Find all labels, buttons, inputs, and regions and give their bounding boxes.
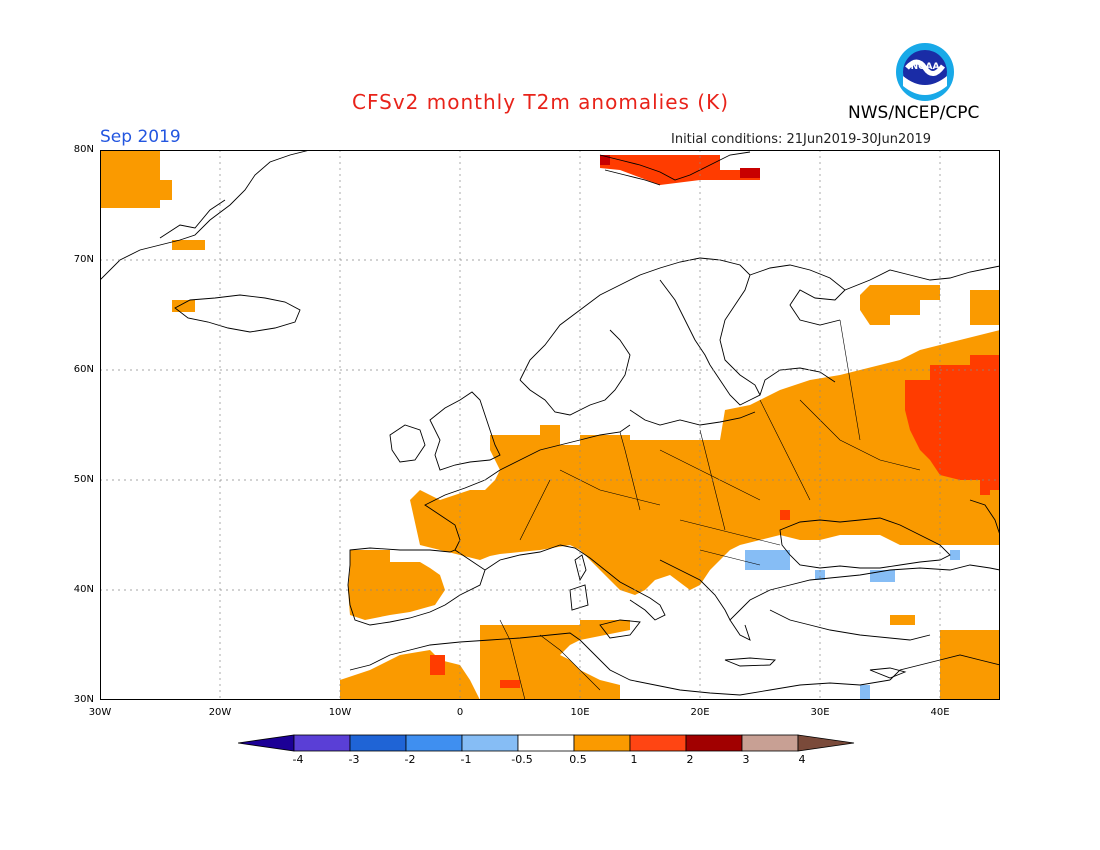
colorbar-label: 2: [686, 753, 694, 766]
anomaly-map: [100, 150, 1000, 700]
anomaly-region: [815, 570, 825, 580]
colorbar-segment: [405, 734, 463, 752]
lat-label: 40N: [73, 584, 94, 595]
noaa-logo: NOAA: [896, 43, 954, 101]
colorbar-label: 1: [630, 753, 638, 766]
anomaly-region: [500, 680, 520, 688]
anomaly-region: [870, 570, 895, 582]
lon-label: 10E: [570, 707, 590, 718]
lat-label: 30N: [73, 694, 94, 705]
anomaly-region: [600, 155, 610, 165]
org-label: NWS/NCEP/CPC: [848, 103, 980, 123]
anomaly-region: [860, 685, 870, 700]
init-conditions: Initial conditions: 21Jun2019-30Jun2019: [671, 132, 932, 147]
lon-label: 10W: [328, 707, 352, 718]
colorbar-segment: [293, 734, 351, 752]
colorbar-segment: [461, 734, 519, 752]
coastlines: [100, 150, 1000, 700]
colorbar-label: -1: [460, 753, 472, 766]
colorbar-segment: [349, 734, 407, 752]
anomaly-region: [940, 630, 1000, 700]
anomaly-region: [172, 240, 205, 250]
colorbar-label: -3: [348, 753, 360, 766]
anomaly-region: [860, 285, 940, 325]
colorbar-label: -2: [404, 753, 416, 766]
anomaly-region: [100, 150, 172, 220]
colorbar-label: 0.5: [569, 753, 587, 766]
map-title: CFSv2 monthly T2m anomalies (K): [352, 90, 729, 114]
anomaly-region: [600, 155, 760, 185]
colorbar-segment: [517, 734, 575, 752]
colorbar-label: -0.5: [511, 753, 533, 766]
lat-label: 70N: [73, 254, 94, 265]
anomaly-region: [905, 355, 1000, 495]
anomaly-region: [970, 290, 1000, 325]
colorbar-segment: [238, 734, 295, 752]
colorbar: [238, 734, 855, 752]
lon-label: 20W: [208, 707, 232, 718]
svg-text:NOAA: NOAA: [911, 62, 940, 72]
colorbar-segment: [741, 734, 799, 752]
lat-label: 60N: [73, 364, 94, 375]
anomaly-region: [172, 300, 195, 312]
anomaly-region: [348, 550, 445, 620]
anomaly-region: [740, 168, 760, 178]
colorbar-label: 4: [798, 753, 806, 766]
lat-label: 50N: [73, 474, 94, 485]
colorbar-label: 3: [742, 753, 750, 766]
colorbar-segment: [573, 734, 631, 752]
colorbar-label: -4: [292, 753, 304, 766]
lon-label: 30W: [88, 707, 112, 718]
colorbar-segment: [685, 734, 743, 752]
lon-label: 30E: [810, 707, 830, 718]
anomaly-region: [780, 510, 790, 520]
lon-label: 40E: [930, 707, 950, 718]
anomaly-region: [890, 615, 915, 625]
anomaly-region: [430, 655, 445, 675]
colorbar-segment: [797, 734, 855, 752]
period-label: Sep 2019: [100, 127, 181, 147]
lon-label: 0: [456, 707, 464, 718]
graticule: [100, 150, 1000, 700]
anomaly-region: [950, 550, 960, 560]
anomaly-region: [745, 550, 790, 570]
lon-label: 20E: [690, 707, 710, 718]
lat-label: 80N: [73, 144, 94, 155]
colorbar-segment: [629, 734, 687, 752]
